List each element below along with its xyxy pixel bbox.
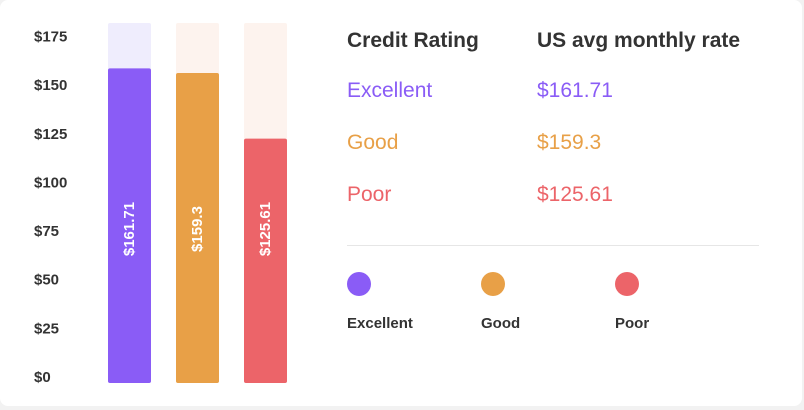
rate-cell: $161.71 bbox=[537, 79, 613, 102]
bar-good bbox=[176, 73, 219, 384]
rating-cell: Poor bbox=[347, 183, 392, 206]
rates-table: Credit Rating US avg monthly rate Excell… bbox=[347, 26, 759, 232]
header-avg-monthly-rate: US avg monthly rate bbox=[537, 29, 741, 52]
bar-chart: $0 $25 $50 $75 $100 $125 $150 $175 $161.71 $159.… bbox=[34, 23, 287, 386]
bars-group: $161.71 $159.3 $125.61 bbox=[108, 23, 287, 384]
rate-cell: $159.3 bbox=[537, 131, 602, 154]
y-axis: $0 $25 $50 $75 $100 $125 $150 $175 bbox=[34, 28, 67, 386]
y-tick-label: $150 bbox=[34, 77, 67, 94]
table-row: Poor $125.61 bbox=[347, 180, 759, 232]
legend-dot-excellent bbox=[347, 272, 371, 296]
rating-cell: Excellent bbox=[347, 79, 433, 102]
y-tick-label: $50 bbox=[34, 272, 59, 289]
y-tick-label: $175 bbox=[34, 28, 67, 45]
legend-label-poor: Poor bbox=[615, 315, 650, 332]
table-row: Excellent $161.71 bbox=[347, 76, 759, 128]
legend-label-excellent: Excellent bbox=[347, 315, 413, 332]
y-tick-label: $125 bbox=[34, 126, 67, 143]
y-tick-label: $100 bbox=[34, 174, 67, 191]
rating-cell: Good bbox=[347, 131, 399, 154]
y-tick-label: $0 bbox=[34, 369, 51, 386]
legend-dot-good bbox=[481, 272, 505, 296]
rate-cell: $125.61 bbox=[537, 183, 613, 206]
table-header-row: Credit Rating US avg monthly rate bbox=[347, 26, 759, 76]
header-credit-rating: Credit Rating bbox=[347, 29, 479, 52]
bar-poor bbox=[244, 138, 287, 383]
y-tick-label: $75 bbox=[34, 223, 59, 240]
legend-label-good: Good bbox=[481, 315, 521, 332]
bar-excellent bbox=[108, 68, 151, 384]
bar-value-label: $159.3 bbox=[189, 206, 206, 252]
bar-value-label: $161.71 bbox=[121, 202, 138, 256]
y-tick-label: $25 bbox=[34, 320, 59, 337]
divider bbox=[347, 245, 759, 246]
table-row: Good $159.3 bbox=[347, 128, 759, 180]
legend: Excellent Good Poor bbox=[347, 272, 767, 342]
bar-value-label: $125.61 bbox=[257, 202, 274, 256]
legend-dot-poor bbox=[615, 272, 639, 296]
